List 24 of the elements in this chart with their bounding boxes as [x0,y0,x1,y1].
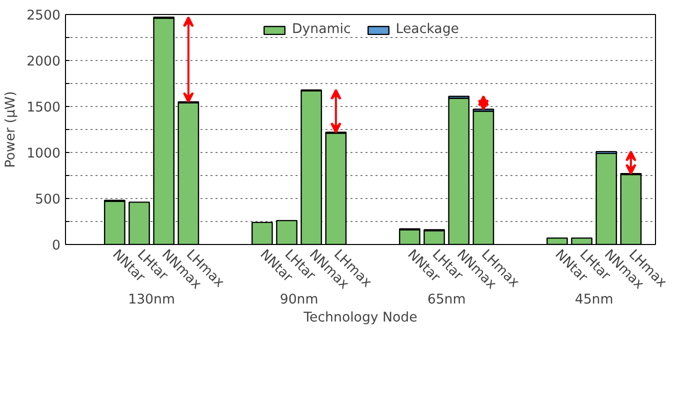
bar [251,222,273,244]
x-axis-title: Technology Node [302,310,418,326]
y-tick-label: 1000 [26,146,61,162]
y-axis-title: Power (μW) [4,91,19,168]
bar [128,202,150,244]
bar [571,237,592,244]
bar [153,18,175,244]
bar [104,200,126,244]
y-tick-label: 500 [35,192,61,208]
legend-label: Leackage [396,22,459,37]
y-tick-label: 2000 [26,54,61,70]
legend-label: Dynamic [292,22,351,37]
bar [300,90,322,244]
text: 130nm [128,292,175,308]
bar [276,220,298,244]
bar [546,237,568,244]
text: 90nm [280,292,318,308]
text: 45nm [574,292,614,308]
y-tick-label: 2500 [26,8,61,24]
bar [448,98,470,244]
bar [596,152,618,244]
y-tick-label: 0 [52,238,61,254]
text: 65nm [427,292,466,308]
y-tick-label: 1500 [26,100,61,116]
